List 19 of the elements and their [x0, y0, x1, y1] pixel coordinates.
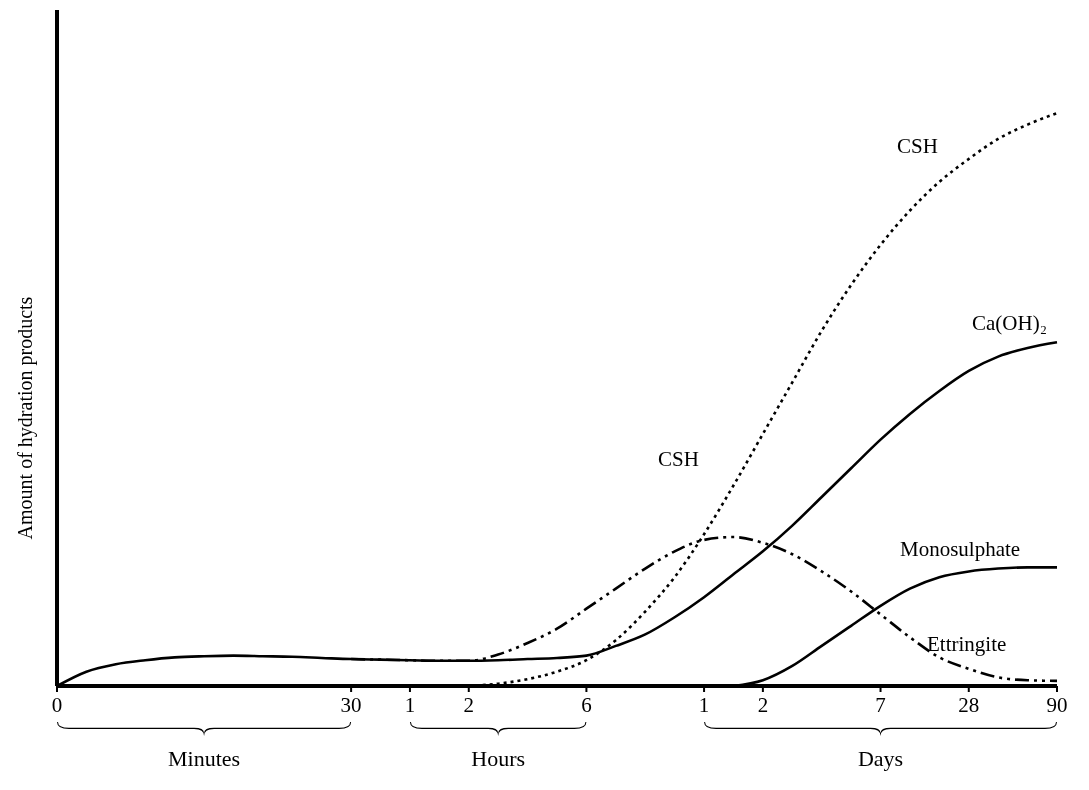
series-label: Monosulphate	[900, 537, 1021, 562]
text: Minutes	[168, 746, 241, 771]
x-tick-label: 7	[875, 693, 886, 717]
series-label: Ca(OH)₂	[972, 311, 1047, 336]
series-label: CSH	[897, 134, 938, 159]
x-tick-label: 6	[581, 693, 592, 717]
x-tick-label: 2	[463, 693, 475, 717]
x-tick-label: 0	[51, 693, 63, 717]
y-axis-title: Amount of hydration products	[14, 296, 38, 540]
series-label: Ettringite	[927, 631, 1007, 656]
text: Hours	[471, 746, 526, 771]
annotation: CSH	[658, 447, 699, 471]
x-tick-label: 2	[757, 693, 769, 717]
x-tick-label: 1	[404, 693, 416, 717]
x-tick-label: 28	[958, 693, 980, 717]
x-tick-label: 30	[340, 693, 362, 717]
x-tick-label: 90	[1046, 693, 1068, 717]
x-tick-label: 1	[698, 693, 710, 717]
text: Days	[857, 746, 904, 771]
